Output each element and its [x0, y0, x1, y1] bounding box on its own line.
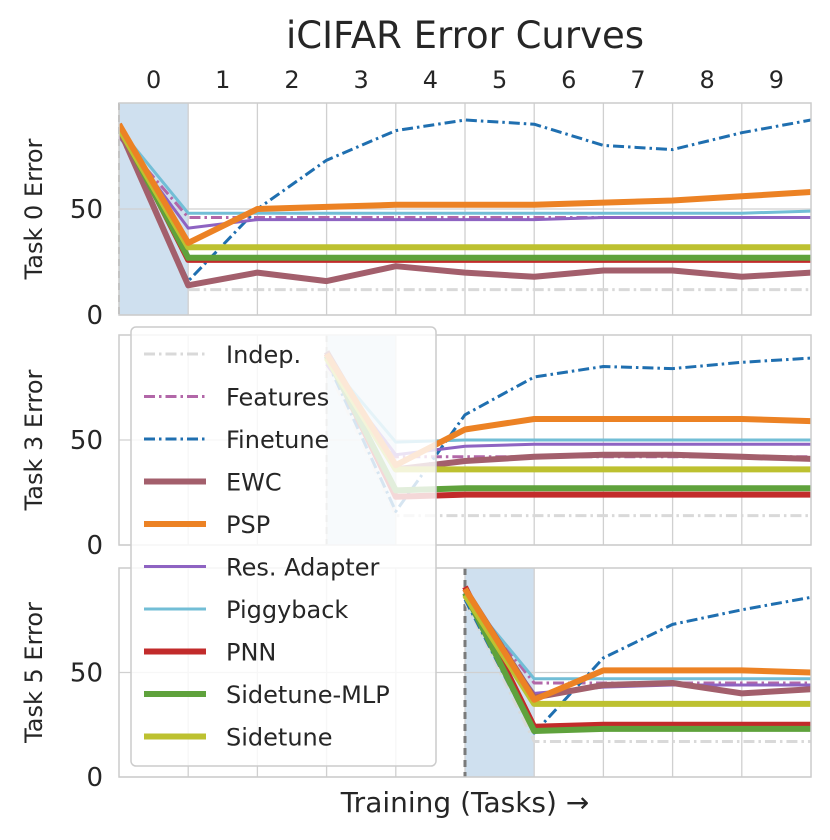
- series-psp: [462, 587, 811, 703]
- y-tick-label: 50: [70, 426, 103, 456]
- legend-label: PSP: [226, 511, 270, 539]
- legend-entry-ewc: EWC: [144, 469, 282, 497]
- top-tick-6: 6: [561, 66, 576, 94]
- y-axis-label: Task 3 Error: [20, 369, 48, 511]
- series-finetune: [325, 356, 811, 513]
- legend-entry-res-adapter: Res. Adapter: [144, 554, 379, 582]
- series-finetune: [119, 118, 811, 283]
- top-tick-2: 2: [284, 66, 299, 94]
- top-tick-0: 0: [146, 66, 161, 94]
- top-tick-3: 3: [354, 66, 369, 94]
- legend: Indep. Features Finetune EWC PSP Res. Adapter…: [130, 326, 437, 767]
- top-tick-7: 7: [630, 66, 645, 94]
- panel-task-0-error: 0 50 Task 0 Error: [20, 102, 812, 331]
- series-ewc: [119, 127, 811, 289]
- y-tick-label: 0: [86, 763, 103, 793]
- legend-entry-sidetune-mlp: Sidetune-MLP: [144, 681, 390, 709]
- panel-task-5-error: 0 50 Task 5 Error: [20, 567, 812, 793]
- panel-frame: [118, 334, 812, 546]
- series-sidetune: [119, 126, 811, 251]
- legend-entry-pnn: PNN: [144, 639, 276, 667]
- legend-label: Piggyback: [226, 596, 348, 624]
- series-piggyback: [463, 594, 811, 681]
- legend-entry-finetune: Finetune: [144, 426, 329, 454]
- top-tick-8: 8: [700, 66, 715, 94]
- legend-entry-indep: Indep.: [144, 341, 301, 369]
- y-tick-label: 0: [86, 531, 103, 561]
- legend-label: Res. Adapter: [226, 554, 379, 582]
- x-axis-label: Training (Tasks) →: [340, 786, 590, 819]
- panel-frame: [118, 102, 812, 316]
- series-psp: [119, 122, 811, 246]
- top-axis-ticks: 0 1 2 3 4 5 6 7 8 9: [146, 66, 784, 94]
- y-axis-label: Task 0 Error: [20, 138, 48, 280]
- legend-entry-sidetune: Sidetune: [144, 724, 333, 752]
- series-indep: [463, 600, 811, 743]
- top-tick-9: 9: [769, 66, 784, 94]
- legend-label: Sidetune: [226, 724, 333, 752]
- legend-entry-psp: PSP: [144, 511, 270, 539]
- panel-frame: [118, 567, 812, 778]
- legend-box: [130, 326, 437, 767]
- series-piggyback: [119, 127, 811, 215]
- series-sidetune-mlp: [119, 124, 811, 261]
- panels: 0 50 Task 0 Error 0 50 Task 3 Error 0 50 Task 5 …: [20, 102, 812, 793]
- top-tick-4: 4: [423, 66, 438, 94]
- legend-entry-features: Features: [144, 384, 329, 412]
- series-features: [463, 596, 811, 685]
- series-sidetune-mlp: [462, 591, 811, 734]
- legend-label: PNN: [226, 639, 276, 667]
- chart-title: iCIFAR Error Curves: [286, 14, 644, 57]
- y-tick-label: 0: [86, 301, 103, 331]
- legend-label: EWC: [226, 469, 282, 497]
- top-tick-5: 5: [492, 66, 507, 94]
- y-tick-label: 50: [70, 659, 103, 689]
- legend-entry-piggyback: Piggyback: [144, 596, 348, 624]
- series-finetune: [463, 595, 811, 735]
- legend-label: Finetune: [226, 426, 329, 454]
- y-tick-label: 50: [70, 195, 103, 225]
- legend-label: Features: [226, 384, 329, 412]
- y-axis-label: Task 5 Error: [20, 602, 48, 744]
- top-tick-1: 1: [215, 66, 230, 94]
- legend-label: Indep.: [226, 341, 301, 369]
- series-indep: [119, 132, 811, 292]
- legend-label: Sidetune-MLP: [226, 681, 390, 709]
